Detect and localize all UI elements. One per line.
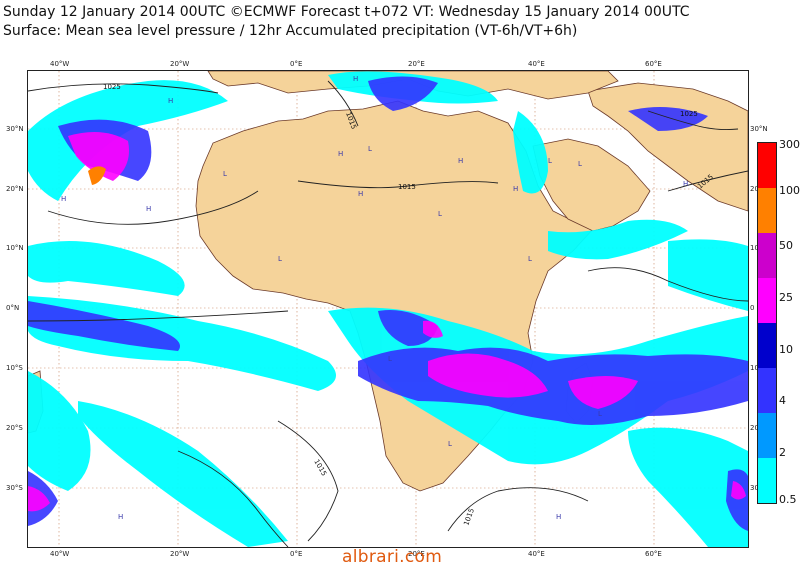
- lon-tick-bottom: 20°E: [408, 550, 425, 558]
- low-marker: L: [368, 145, 372, 153]
- lat-tick-left: 20°N: [6, 185, 24, 193]
- lat-tick-right: 10: [750, 364, 759, 372]
- precip-heavy: [28, 132, 746, 512]
- high-marker: H: [683, 180, 688, 188]
- lon-tick-top: 40°W: [50, 60, 70, 68]
- legend-swatch: [758, 458, 776, 503]
- lon-tick-top: 60°E: [645, 60, 662, 68]
- high-marker: H: [146, 205, 151, 213]
- lat-tick-right: 0: [750, 304, 755, 312]
- asia-land: [587, 82, 748, 212]
- high-marker: H: [358, 190, 363, 198]
- lon-tick-bottom: 40°W: [50, 550, 70, 558]
- legend-label: 0.5: [779, 493, 797, 506]
- legend-label: 300: [779, 138, 800, 151]
- lon-tick-top: 20°E: [408, 60, 425, 68]
- legend-label: 100: [779, 184, 800, 197]
- legend-swatch: [758, 188, 776, 233]
- isobars: [28, 80, 748, 547]
- lon-tick-bottom: 20°W: [170, 550, 190, 558]
- pressure-markers: H H H H H H H H H H H L L L L L L L L L …: [61, 75, 688, 521]
- lat-tick-left: 10°N: [6, 244, 24, 252]
- lat-tick-left: 30°S: [6, 484, 23, 492]
- high-marker: H: [458, 157, 463, 165]
- isobar-label: 1015: [462, 507, 476, 526]
- lat-tick-right: 20: [750, 424, 759, 432]
- legend-swatch: [758, 323, 776, 368]
- legend-swatch: [758, 278, 776, 323]
- lon-tick-bottom: 0°E: [290, 550, 303, 558]
- low-marker: L: [598, 410, 602, 418]
- high-marker: H: [513, 185, 518, 193]
- legend-swatch: [758, 143, 776, 188]
- lon-tick-top: 0°E: [290, 60, 303, 68]
- low-marker: L: [448, 440, 452, 448]
- high-marker: H: [556, 513, 561, 521]
- chart-title: Sunday 12 January 2014 00UTC ©ECMWF Fore…: [3, 4, 690, 20]
- lat-tick-right: 30: [750, 484, 759, 492]
- legend-swatch: [758, 368, 776, 413]
- watermark-text: albrari.com: [342, 547, 443, 567]
- legend-label: 50: [779, 239, 793, 252]
- legend-label: 25: [779, 291, 793, 304]
- high-marker: H: [168, 97, 173, 105]
- legend-label: 10: [779, 343, 793, 356]
- legend-swatch: [758, 233, 776, 278]
- chart-subtitle: Surface: Mean sea level pressure / 12hr …: [3, 23, 578, 39]
- low-marker: L: [223, 170, 227, 178]
- lat-tick-left: 10°S: [6, 364, 23, 372]
- low-marker: L: [278, 255, 282, 263]
- lat-tick-left: 0°N: [6, 304, 20, 312]
- map-canvas: 1025 1015 1015 1025 1015 1015 1015 H H H…: [28, 71, 748, 547]
- legend-label: 2: [779, 446, 786, 459]
- lon-tick-bottom: 40°E: [528, 550, 545, 558]
- legend-swatch: [758, 413, 776, 458]
- high-marker: H: [353, 75, 358, 83]
- lat-tick-right: 30°N: [750, 125, 768, 133]
- lon-tick-bottom: 60°E: [645, 550, 662, 558]
- lon-tick-top: 20°W: [170, 60, 190, 68]
- lat-tick-left: 20°S: [6, 424, 23, 432]
- legend-label: 4: [779, 394, 786, 407]
- isobar-label: 1015: [398, 183, 416, 191]
- low-marker: L: [578, 160, 582, 168]
- map-area: 1025 1015 1015 1025 1015 1015 1015 H H H…: [27, 70, 749, 548]
- arabia-land: [532, 138, 651, 232]
- lat-tick-right: 20: [750, 185, 759, 193]
- lon-tick-top: 40°E: [528, 60, 545, 68]
- precip-extreme: [88, 166, 106, 185]
- high-marker: H: [118, 513, 123, 521]
- low-marker: L: [548, 157, 552, 165]
- high-marker: H: [61, 195, 66, 203]
- precip-legend: [757, 142, 777, 504]
- isobar-label: 1025: [680, 110, 698, 118]
- isobar-label: 1015: [312, 458, 328, 477]
- lat-tick-left: 30°N: [6, 125, 24, 133]
- low-marker: L: [388, 355, 392, 363]
- low-marker: L: [528, 255, 532, 263]
- low-marker: L: [438, 210, 442, 218]
- lat-tick-right: 10: [750, 244, 759, 252]
- isobar-label: 1025: [103, 83, 121, 91]
- high-marker: H: [338, 150, 343, 158]
